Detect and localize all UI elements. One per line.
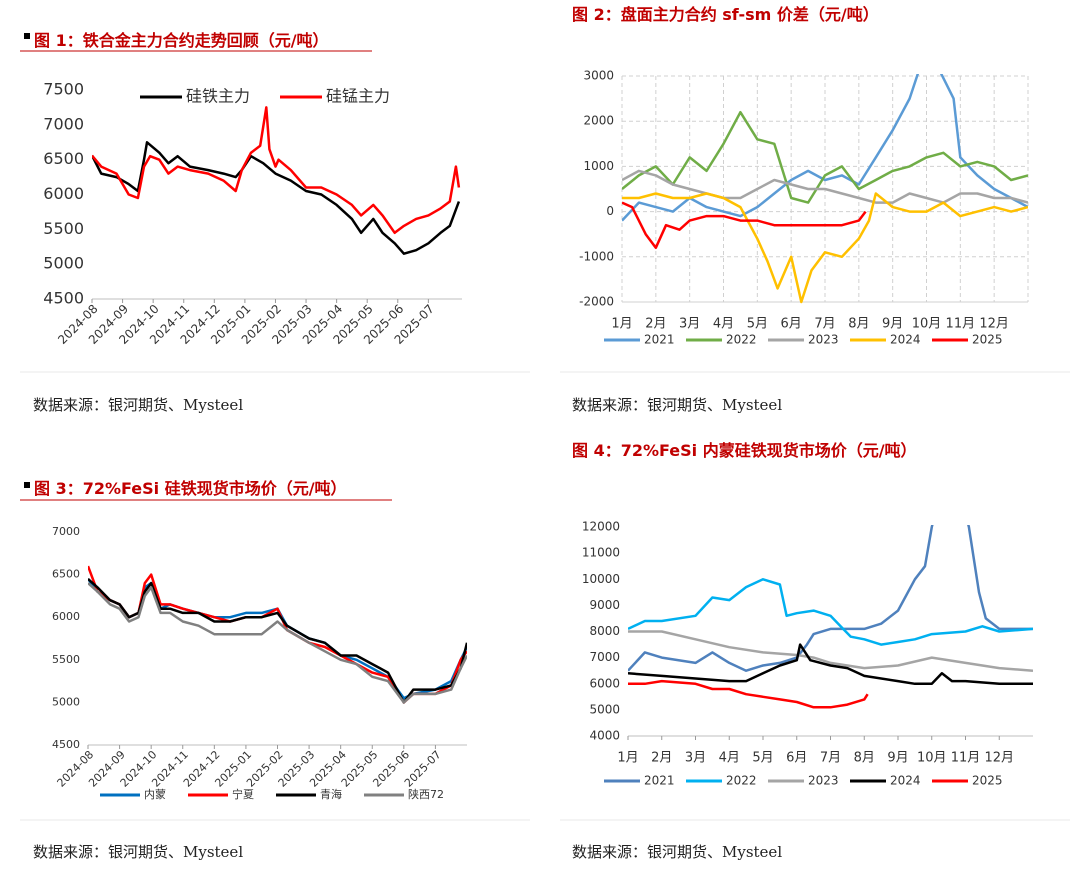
x-tick-label: 11月: [951, 751, 981, 766]
y-tick-label: 5500: [43, 219, 84, 238]
legend-label: 2024: [890, 333, 921, 347]
series-line: [628, 578, 1033, 646]
y-tick-label: 0: [606, 204, 614, 218]
series-line: [622, 192, 1028, 304]
legend-label: 2021: [644, 333, 675, 347]
y-tick-label: 8000: [589, 624, 620, 638]
legend-label: 硅铁主力: [186, 87, 250, 106]
legend-label: 2023: [808, 333, 839, 347]
x-tick-label: 9月: [882, 317, 903, 332]
y-tick-label: -2000: [579, 295, 614, 309]
bullet: [24, 33, 30, 39]
y-tick-label: 7000: [43, 114, 84, 133]
x-tick-label: 5月: [747, 317, 768, 332]
legend-label: 2022: [726, 774, 757, 788]
chart-title: 图 3：72%FeSi 硅铁现货市场价（元/吨）: [34, 479, 347, 498]
legend-label: 青海: [320, 787, 342, 801]
source-note: 数据来源：银河期货、Mysteel: [572, 843, 782, 861]
x-tick-label: 6月: [786, 751, 807, 766]
x-tick-label: 12月: [979, 317, 1009, 332]
bullet: [24, 482, 30, 488]
legend-label: 2023: [808, 774, 839, 788]
x-tick-label: 7月: [820, 751, 841, 766]
series-line: [92, 141, 461, 255]
x-tick-label: 5月: [752, 751, 773, 766]
legend-label: 陕西72: [408, 787, 444, 801]
source-note: 数据来源：银河期货、Mysteel: [33, 843, 243, 861]
y-tick-label: 3000: [583, 69, 614, 83]
series-line: [628, 525, 1033, 672]
legend-label: 硅锰主力: [326, 87, 390, 106]
series-line: [622, 110, 1028, 204]
x-tick-label: 10月: [912, 317, 942, 332]
legend-label: 内蒙: [144, 787, 166, 801]
series-line: [628, 643, 1033, 686]
chart-title: 图 1：铁合金主力合约走势回顾（元/吨）: [34, 31, 329, 50]
y-tick-label: 12000: [582, 520, 620, 534]
series-line: [628, 679, 869, 709]
y-tick-label: 5000: [52, 695, 80, 708]
x-tick-label: 8月: [854, 751, 875, 766]
y-tick-label: 4500: [52, 738, 80, 751]
y-tick-label: 1000: [583, 159, 614, 173]
chart-title: 图 4：72%FeSi 内蒙硅铁现货市场价（元/吨）: [572, 441, 917, 460]
y-tick-label: 5000: [589, 702, 620, 716]
y-tick-label: 6500: [43, 149, 84, 168]
x-tick-label: 2月: [645, 317, 666, 332]
x-tick-label: 7月: [814, 317, 835, 332]
y-tick-label: 6500: [52, 568, 80, 581]
x-tick-label: 3月: [685, 751, 706, 766]
y-tick-label: -1000: [579, 249, 614, 263]
series-line: [622, 169, 1028, 204]
series-line: [628, 630, 1033, 672]
legend-label: 2021: [644, 774, 675, 788]
series-line: [92, 106, 461, 235]
y-tick-label: 11000: [582, 546, 620, 560]
source-note: 数据来源：银河期货、Mysteel: [33, 396, 243, 414]
x-tick-label: 2月: [651, 751, 672, 766]
legend-label: 宁夏: [232, 787, 254, 801]
series-line: [88, 565, 467, 704]
x-tick-label: 6月: [781, 317, 802, 332]
y-tick-label: 6000: [43, 184, 84, 203]
series-line: [622, 74, 1028, 222]
chart-title: 图 2：盘面主力合约 sf-sm 价差（元/吨）: [572, 5, 879, 24]
x-tick-label: 8月: [848, 317, 869, 332]
y-tick-label: 2000: [583, 114, 614, 128]
legend-label: 2022: [726, 333, 757, 347]
x-tick-label: 1月: [617, 751, 638, 766]
y-tick-label: 7000: [589, 650, 620, 664]
series-line: [88, 582, 467, 704]
x-tick-label: 12月: [984, 751, 1014, 766]
y-tick-label: 5000: [43, 254, 84, 273]
y-tick-label: 9000: [589, 598, 620, 612]
y-tick-label: 6000: [52, 610, 80, 623]
source-note: 数据来源：银河期货、Mysteel: [572, 396, 782, 414]
x-tick-label: 11月: [946, 317, 976, 332]
y-tick-label: 4500: [43, 289, 84, 308]
legend-label: 2025: [972, 774, 1003, 788]
legend-label: 2025: [972, 333, 1003, 347]
y-tick-label: 7000: [52, 525, 80, 538]
series-line: [622, 201, 867, 250]
y-tick-label: 4000: [589, 729, 620, 743]
x-tick-label: 1月: [611, 317, 632, 332]
x-tick-label: 4月: [719, 751, 740, 766]
x-tick-label: 4月: [713, 317, 734, 332]
x-tick-label: 9月: [887, 751, 908, 766]
x-tick-label: 3月: [679, 317, 700, 332]
y-tick-label: 7500: [43, 80, 84, 99]
y-tick-label: 5500: [52, 653, 80, 666]
x-tick-label: 10月: [917, 751, 947, 766]
legend-label: 2024: [890, 774, 921, 788]
y-tick-label: 10000: [582, 572, 620, 586]
y-tick-label: 6000: [589, 676, 620, 690]
